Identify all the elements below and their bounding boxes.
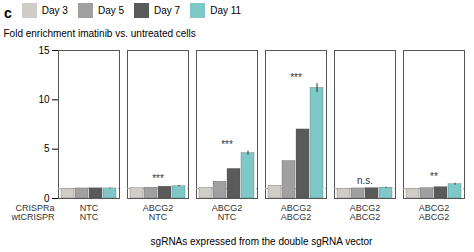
- html-text:Day 3: Day 3: [41, 5, 68, 16]
- html-text:Day 5: Day 5: [97, 5, 124, 16]
- svg-text:0: 0: [43, 192, 50, 204]
- svg-text:***: ***: [152, 173, 164, 184]
- svg-text:CRISPRa: CRISPRa: [15, 202, 55, 213]
- svg-text:15: 15: [38, 45, 50, 56]
- svg-text:n.s.: n.s.: [357, 175, 373, 186]
- html-text:c: c: [4, 5, 12, 21]
- svg-text:ABCG2ABCG2: ABCG2ABCG2: [281, 203, 312, 222]
- html-text:Day 11: Day 11: [210, 5, 242, 16]
- svg-text:ABCG2ABCG2: ABCG2ABCG2: [419, 203, 450, 222]
- html-text:Day 7: Day 7: [154, 5, 181, 16]
- svg-text:ABCG2NTC: ABCG2NTC: [143, 203, 174, 222]
- svg-text:NTCNTC: NTCNTC: [80, 203, 99, 222]
- svg-text:**: **: [430, 171, 438, 182]
- svg-text:5: 5: [44, 143, 50, 154]
- svg-text:ABCG2NTC: ABCG2NTC: [212, 203, 243, 222]
- svg-text:wtCRISPR: wtCRISPR: [10, 212, 55, 222]
- svg-text:sgRNAs expressed from the doub: sgRNAs expressed from the double sgRNA v…: [151, 236, 373, 247]
- svg-text:ABCG2ABCG2: ABCG2ABCG2: [350, 203, 381, 222]
- svg-text:10: 10: [38, 94, 50, 105]
- svg-text:***: ***: [290, 72, 302, 83]
- svg-text:Fold enrichment imatinib vs. u: Fold enrichment imatinib vs. untreated c…: [4, 28, 196, 39]
- svg-text:***: ***: [221, 139, 233, 150]
